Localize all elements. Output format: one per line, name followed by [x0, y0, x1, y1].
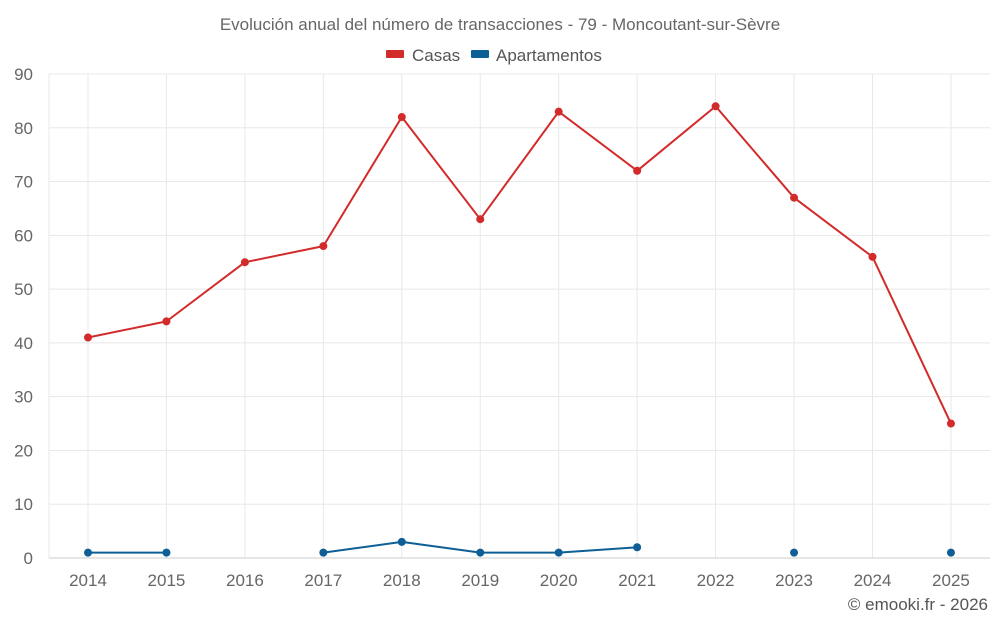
point-apartamentos-2020[interactable] [554, 548, 563, 557]
point-casas-2014[interactable] [84, 333, 92, 342]
point-apartamentos-2023[interactable] [790, 548, 799, 557]
y-tick-label-90: 90 [14, 65, 33, 84]
x-tick-label-2014: 2014 [69, 571, 107, 590]
y-tick-label-70: 70 [14, 173, 33, 192]
y-axis: 0 10 20 30 40 50 60 70 80 90 [14, 65, 33, 568]
point-apartamentos-2018[interactable] [397, 537, 406, 546]
x-tick-label-2022: 2022 [697, 571, 735, 590]
chart-credit: © emooki.fr - 2026 [848, 595, 988, 614]
series-casas [84, 102, 955, 428]
point-casas-2017[interactable] [319, 242, 328, 251]
legend-item-casas[interactable]: Casas [386, 46, 460, 65]
chart-title: Evolución anual del número de transaccio… [220, 15, 780, 34]
x-tick-label-2016: 2016 [226, 571, 264, 590]
point-apartamentos-2015[interactable] [162, 548, 171, 557]
legend-swatch-apartamentos [471, 50, 489, 58]
y-tick-label-60: 60 [14, 226, 33, 245]
point-casas-2015[interactable] [162, 317, 171, 326]
legend-label-casas: Casas [412, 46, 460, 65]
series-line-apartamentos [88, 542, 951, 553]
point-apartamentos-2014[interactable] [84, 548, 92, 557]
point-casas-2023[interactable] [790, 193, 799, 202]
series-line-casas [87, 105, 952, 424]
x-tick-label-2020: 2020 [540, 571, 578, 590]
point-apartamentos-2019[interactable] [476, 548, 485, 557]
x-tick-label-2024: 2024 [854, 571, 892, 590]
y-tick-label-10: 10 [14, 495, 33, 514]
x-tick-label-2025: 2025 [932, 571, 970, 590]
point-casas-2022[interactable] [711, 102, 720, 111]
chart-grid [48, 73, 990, 559]
y-tick-label-20: 20 [14, 441, 33, 460]
legend-item-apartamentos[interactable]: Apartamentos [471, 46, 602, 65]
series-apartamentos [84, 537, 955, 557]
y-tick-label-30: 30 [14, 388, 33, 407]
legend-label-apartamentos: Apartamentos [496, 46, 602, 65]
y-tick-label-40: 40 [14, 334, 33, 353]
point-casas-2021[interactable] [633, 166, 642, 175]
y-tick-label-0: 0 [24, 549, 33, 568]
point-casas-2024[interactable] [868, 252, 877, 261]
point-casas-2020[interactable] [554, 107, 563, 116]
x-tick-label-2018: 2018 [383, 571, 421, 590]
x-tick-label-2017: 2017 [304, 571, 342, 590]
point-apartamentos-2021[interactable] [633, 543, 642, 552]
x-tick-label-2015: 2015 [148, 571, 186, 590]
x-tick-label-2023: 2023 [775, 571, 813, 590]
y-tick-label-80: 80 [14, 119, 33, 138]
y-tick-label-50: 50 [14, 280, 33, 299]
x-axis: 2014 2015 2016 2017 2018 2019 2020 2021 2022 2023… [69, 571, 970, 590]
point-casas-2019[interactable] [476, 215, 485, 224]
point-apartamentos-2017[interactable] [319, 548, 328, 557]
x-tick-label-2021: 2021 [618, 571, 656, 590]
chart-legend: Casas Apartamentos [386, 46, 602, 65]
point-apartamentos-2025[interactable] [946, 548, 955, 557]
point-casas-2018[interactable] [397, 113, 406, 122]
chart-series [84, 102, 955, 557]
legend-swatch-casas [386, 50, 404, 58]
point-casas-2025[interactable] [946, 419, 955, 428]
point-casas-2016[interactable] [240, 258, 249, 267]
x-tick-label-2019: 2019 [461, 571, 499, 590]
